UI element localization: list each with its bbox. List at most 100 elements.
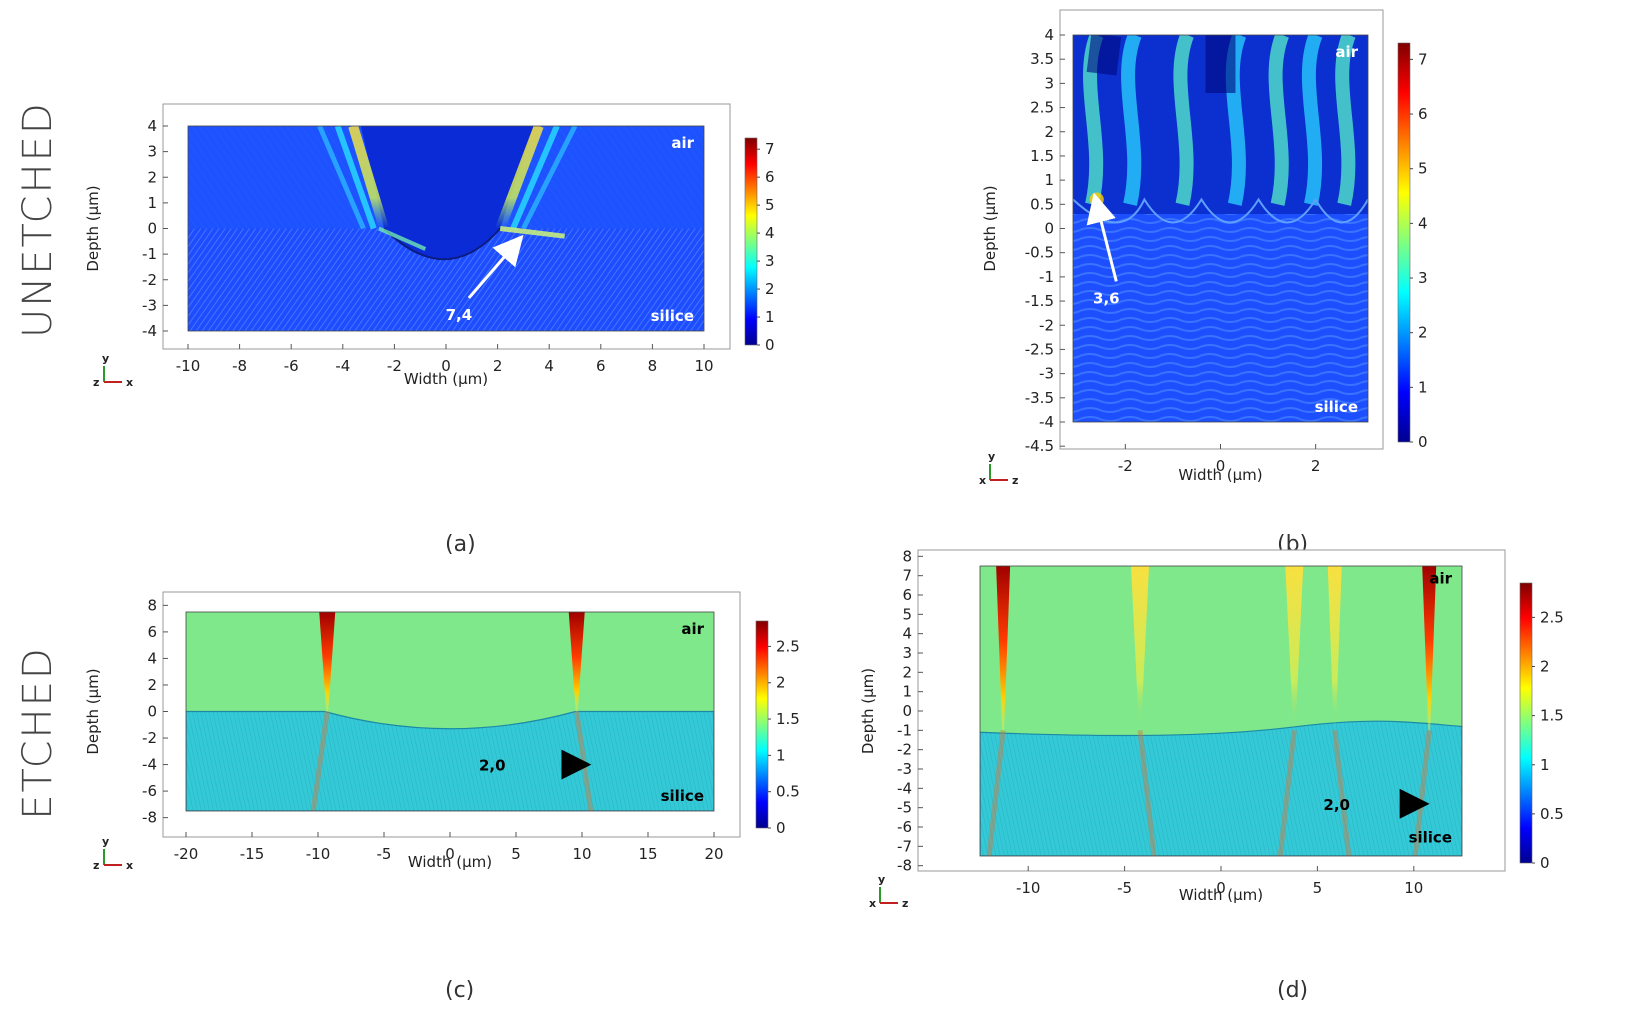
annotation-label: 7,4 (446, 306, 473, 324)
region-label-silice: silice (651, 307, 694, 325)
axis-icon-label-horizontal: x (126, 376, 133, 389)
colorbar-tick-label: 4 (1418, 214, 1428, 232)
y-tick-label: 0 (147, 220, 157, 238)
colorbar-tick-label: 0 (1418, 433, 1428, 451)
axis-icon-label-horizontal: x (126, 859, 133, 872)
colorbar-tick-label: 0 (1540, 854, 1550, 872)
y-axis-label: Depth (µm) (84, 668, 102, 754)
x-tick-label: 10 (694, 357, 713, 375)
x-tick-label: -2 (387, 357, 402, 375)
colorbar-tick-label: 7 (1418, 50, 1428, 68)
field-map (188, 126, 704, 331)
y-tick-label: 3 (902, 644, 912, 662)
y-tick-label: -1.5 (1025, 292, 1054, 310)
panel-letter-a: (a) (445, 532, 476, 557)
x-tick-label: -10 (176, 357, 201, 375)
x-tick-label: -10 (306, 845, 331, 863)
beam-0 (348, 126, 389, 230)
y-tick-label: -2 (142, 271, 157, 289)
beam-3 (1327, 566, 1342, 731)
axis-icon-label-vertical: y (878, 873, 885, 886)
panel-letter-c: (c) (445, 978, 475, 1003)
field-map (186, 612, 714, 811)
colorbar-tick-label: 5 (765, 196, 775, 214)
colorbar-tick-label: 1 (776, 746, 786, 764)
y-tick-label: -4 (142, 756, 157, 774)
beam-5 (521, 126, 578, 230)
region-label-air: air (681, 620, 704, 638)
x-tick-label: 15 (638, 845, 657, 863)
y-tick-label: 2 (147, 676, 157, 694)
x-tick-label: 8 (648, 357, 658, 375)
colorbar (744, 137, 758, 346)
colorbar-tick-label: 1 (1418, 378, 1428, 396)
colorbar-tick-label: 0.5 (776, 783, 800, 801)
field-map (980, 566, 1462, 856)
colorbar (755, 620, 769, 829)
axis-icon-label-out: x (979, 474, 986, 487)
y-tick-label: 4 (902, 625, 912, 643)
x-tick-label: 0 (445, 845, 455, 863)
x-tick-label: -10 (1016, 879, 1041, 897)
chart-b: air silice -2 0 2 -4.5 -4 -3.5 -3 -2.5 -2 -1.5 -1 -0.… (979, 9, 1428, 487)
y-tick-label: 1 (1044, 171, 1054, 189)
colorbar-tick-label: 2 (1418, 324, 1428, 342)
x-tick-label: -15 (240, 845, 265, 863)
region-label-air: air (1429, 569, 1452, 587)
y-tick-label: 2 (1044, 123, 1054, 141)
y-tick-label: 0 (1044, 220, 1054, 238)
axis-icon-label-horizontal: z (902, 897, 908, 910)
colorbar-tick-label: 2 (776, 674, 786, 692)
column-6 (1335, 35, 1356, 206)
axis-icon-label-vertical: y (988, 450, 995, 463)
y-tick-label: 0 (147, 703, 157, 721)
region-label-silice: silice (1315, 398, 1358, 416)
beam-2 (1285, 566, 1304, 731)
y-tick-label: -2 (897, 741, 912, 759)
annotation-label: 2,0 (1323, 796, 1350, 814)
beam-2 (495, 126, 544, 231)
transmitted-beam-0 (986, 730, 1006, 856)
y-tick-label: 4 (1044, 26, 1054, 44)
region-label-air: air (671, 134, 694, 152)
y-tick-label: 1 (147, 194, 157, 212)
y-tick-label: 2.5 (1030, 99, 1054, 117)
axis-icon-label-out: x (869, 897, 876, 910)
y-tick-label: 4 (147, 117, 157, 135)
x-tick-label: -5 (377, 845, 392, 863)
colorbar-tick-label: 1 (765, 308, 775, 326)
annotation-label: 2,0 (479, 757, 506, 775)
y-tick-label: -6 (142, 782, 157, 800)
y-tick-label: -1 (897, 721, 912, 739)
y-tick-label: -2 (142, 729, 157, 747)
region-label-silice: silice (661, 787, 704, 805)
y-tick-label: -3 (897, 760, 912, 778)
x-tick-label: -8 (232, 357, 247, 375)
y-tick-label: -1 (1039, 268, 1054, 286)
x-axis-label: Width (µm) (1178, 466, 1262, 484)
transmitted-beam-3 (1332, 730, 1352, 856)
hotspot-left (378, 226, 427, 251)
beam-1 (568, 612, 585, 712)
colorbar-tick-label: 0.5 (1540, 805, 1564, 823)
substrate-field (980, 720, 1462, 856)
y-tick-label: -4 (897, 779, 912, 797)
transmitted-beam-0 (310, 711, 330, 811)
y-tick-label: 5 (902, 605, 912, 623)
x-tick-label: 20 (704, 845, 723, 863)
x-axis-label: Width (µm) (408, 853, 492, 871)
colorbar-tick-label: 2.5 (776, 637, 800, 655)
y-tick-label: -3.5 (1025, 389, 1054, 407)
beam-0 (996, 566, 1011, 731)
colorbar-tick-label: 3 (1418, 269, 1428, 287)
colorbar (1519, 582, 1533, 864)
column-4 (1268, 35, 1289, 206)
x-tick-label: 2 (1311, 457, 1321, 475)
y-tick-label: -6 (897, 818, 912, 836)
y-axis-label: Depth (µm) (859, 668, 877, 754)
beam-1 (1131, 566, 1150, 731)
y-tick-label: -3 (1039, 365, 1054, 383)
y-axis-label: Depth (µm) (981, 185, 999, 271)
y-tick-label: 6 (147, 623, 157, 641)
